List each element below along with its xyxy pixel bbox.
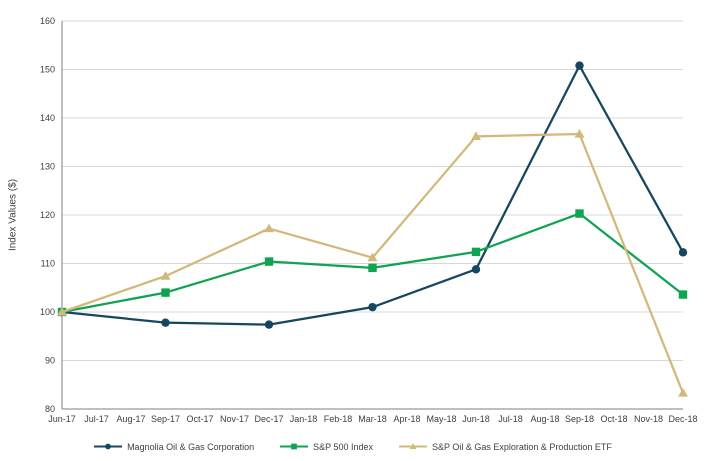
x-tick-label: Jun-18 (462, 414, 490, 424)
y-tick-label: 120 (40, 210, 55, 220)
legend-item-sp500: S&P 500 Index (280, 441, 373, 452)
y-tick-label: 100 (40, 307, 55, 317)
data-point-marker-0 (471, 265, 481, 274)
data-point-marker-2 (57, 307, 67, 316)
x-tick-label: Aug-18 (530, 414, 559, 424)
data-point-marker-1 (575, 209, 584, 218)
data-point-marker-0 (264, 320, 274, 329)
y-tick-label: 110 (41, 259, 55, 269)
legend-marker-shape (409, 443, 417, 449)
data-point-marker-1 (368, 263, 377, 273)
legend-marker-shape (291, 443, 297, 450)
x-tick-label: Nov-18 (634, 414, 663, 424)
x-tick-label: Jul-18 (498, 414, 523, 424)
y-tick-label: 130 (40, 162, 55, 172)
legend-label-sp500: S&P 500 Index (313, 441, 374, 452)
legend-label-magnolia: Magnolia Oil & Gas Corporation (127, 441, 255, 452)
legend-line-square-icon (280, 443, 309, 450)
x-tick-label: Nov-17 (220, 414, 249, 424)
y-tick-label: 80 (45, 404, 55, 414)
data-point-marker-0 (678, 248, 688, 257)
data-point-marker-1 (264, 257, 274, 266)
data-point-marker-1 (471, 247, 481, 257)
data-point-marker-2 (471, 131, 481, 141)
legend-item-magnolia: Magnolia Oil & Gas Corporation (94, 441, 254, 452)
legend-marker-shape (105, 443, 111, 450)
legend-line-circle-icon (94, 443, 123, 450)
x-tick-label: Sep-17 (151, 414, 180, 424)
x-tick-label: Jan-18 (290, 414, 318, 424)
data-point-marker-2 (574, 129, 585, 138)
y-tick-label: 140 (40, 113, 55, 123)
series-line-1 (60, 212, 685, 314)
x-tick-label: Feb-18 (324, 414, 353, 424)
x-tick-label: Jul-17 (84, 414, 109, 424)
data-point-marker-2 (367, 252, 378, 262)
legend-line-triangle-icon (399, 443, 428, 449)
data-point-marker-2 (678, 387, 688, 397)
legend-label-etf: S&P Oil & Gas Exploration & Production E… (432, 441, 612, 452)
data-point-marker-0 (575, 61, 584, 70)
x-tick-label: Dec-17 (254, 414, 283, 424)
data-point-marker-2 (264, 223, 274, 233)
x-tick-label: Oct-17 (186, 414, 213, 424)
x-tick-label: Apr-18 (393, 414, 420, 424)
y-tick-label: 90 (45, 356, 55, 366)
x-tick-label: May-18 (426, 414, 456, 424)
y-tick-label: 160 (40, 16, 55, 26)
x-tick-label: Dec-18 (668, 414, 697, 424)
data-point-marker-1 (161, 288, 170, 297)
plot-area: 80 90 100 110 120 130 140 150 160 Jun-17 Jul-17 Aug… (40, 16, 698, 424)
series-line-0 (60, 64, 685, 326)
x-tick-label: Mar-18 (358, 414, 387, 424)
data-point-marker-1 (678, 290, 688, 299)
x-tick-label: Oct-18 (600, 414, 627, 424)
x-tick-label: Aug-17 (116, 414, 145, 424)
x-tick-label: Jun-17 (48, 414, 76, 424)
data-point-marker-2 (160, 271, 171, 280)
x-tick-label: Sep-18 (565, 414, 594, 424)
y-axis-title: Index Values ($) (7, 178, 19, 252)
data-point-marker-0 (368, 302, 377, 312)
chart-legend: Magnolia Oil & Gas Corporation S&P 500 I… (0, 441, 706, 452)
y-tick-label: 150 (40, 65, 55, 75)
legend-item-etf: S&P Oil & Gas Exploration & Production E… (399, 441, 612, 452)
data-point-marker-0 (161, 318, 170, 327)
